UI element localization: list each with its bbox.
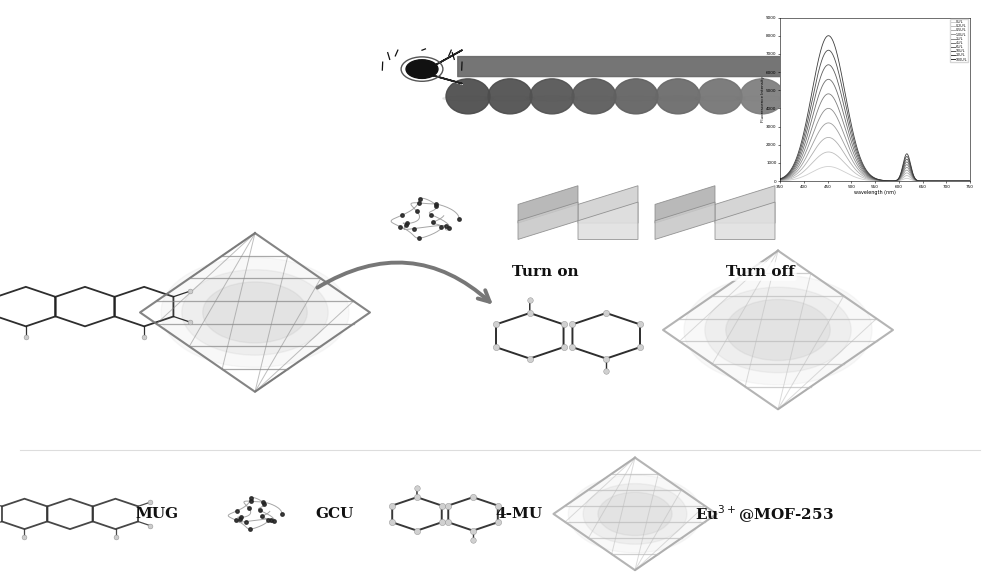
Ellipse shape (653, 96, 703, 101)
Polygon shape (578, 202, 638, 239)
Circle shape (568, 475, 702, 553)
Polygon shape (715, 186, 775, 223)
Circle shape (726, 300, 830, 360)
Circle shape (406, 60, 438, 78)
Ellipse shape (527, 96, 577, 101)
Ellipse shape (740, 79, 784, 114)
Ellipse shape (695, 96, 745, 101)
Polygon shape (518, 186, 578, 223)
Polygon shape (518, 202, 578, 239)
Ellipse shape (737, 96, 787, 101)
Text: Turn on: Turn on (512, 265, 578, 279)
Circle shape (182, 270, 328, 355)
Ellipse shape (485, 96, 535, 101)
Ellipse shape (824, 79, 868, 114)
Polygon shape (578, 186, 638, 223)
Ellipse shape (614, 79, 658, 114)
Ellipse shape (821, 96, 871, 101)
Ellipse shape (446, 79, 490, 114)
Circle shape (583, 484, 687, 544)
Ellipse shape (572, 79, 616, 114)
Text: Eu$^{3+}$@MOF-253: Eu$^{3+}$@MOF-253 (695, 503, 834, 524)
Text: Turn off: Turn off (726, 265, 794, 279)
Ellipse shape (443, 96, 493, 101)
Text: GCU: GCU (315, 507, 353, 521)
Ellipse shape (611, 96, 661, 101)
Circle shape (705, 287, 851, 373)
Ellipse shape (530, 79, 574, 114)
Circle shape (161, 258, 349, 367)
Polygon shape (655, 202, 715, 239)
Polygon shape (715, 202, 775, 239)
Circle shape (684, 275, 872, 385)
Circle shape (598, 492, 672, 536)
Circle shape (203, 282, 307, 343)
Ellipse shape (488, 79, 532, 114)
Ellipse shape (782, 79, 826, 114)
Ellipse shape (656, 79, 700, 114)
Text: 4-MU: 4-MU (495, 507, 542, 521)
Ellipse shape (569, 96, 619, 101)
Ellipse shape (779, 96, 829, 101)
Text: MUG: MUG (135, 507, 178, 521)
Ellipse shape (698, 79, 742, 114)
Polygon shape (655, 186, 715, 223)
